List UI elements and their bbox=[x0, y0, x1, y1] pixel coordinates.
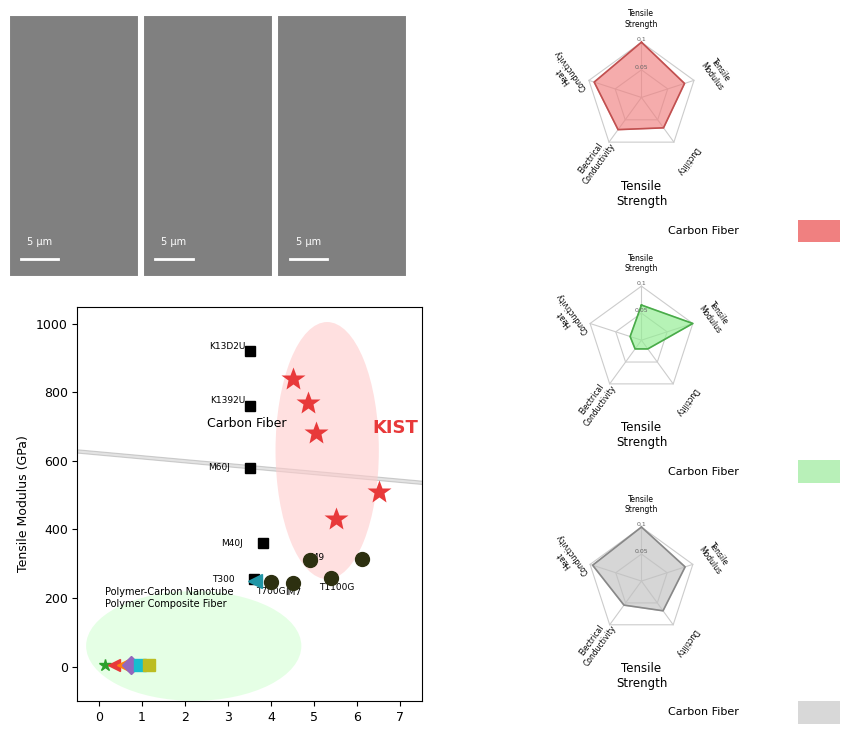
Text: Heat
Conductivity: Heat Conductivity bbox=[547, 532, 591, 583]
FancyBboxPatch shape bbox=[798, 702, 839, 723]
Text: 5 μm: 5 μm bbox=[27, 237, 53, 247]
Text: 0.05: 0.05 bbox=[635, 549, 648, 554]
Text: M60J: M60J bbox=[208, 464, 230, 472]
Text: 0.1: 0.1 bbox=[636, 281, 647, 286]
Text: 0.1: 0.1 bbox=[636, 522, 647, 527]
Ellipse shape bbox=[0, 331, 861, 604]
Text: Heat
Conductivity: Heat Conductivity bbox=[547, 291, 591, 342]
Text: Electrical
Conductivity: Electrical Conductivity bbox=[574, 618, 618, 669]
Text: Heat
Conductivity: Heat Conductivity bbox=[545, 48, 589, 99]
Polygon shape bbox=[592, 527, 685, 611]
Text: Carbon Fiber: Carbon Fiber bbox=[668, 226, 739, 236]
Text: 5 μm: 5 μm bbox=[161, 237, 187, 247]
Y-axis label: Tensile Modulus (GPa): Tensile Modulus (GPa) bbox=[17, 435, 30, 572]
Text: Tensile
Strength: Tensile Strength bbox=[625, 9, 658, 28]
Text: K1392U: K1392U bbox=[210, 396, 245, 405]
Text: K13D2U: K13D2U bbox=[209, 342, 245, 350]
Text: Tensile
Modulus: Tensile Modulus bbox=[699, 55, 734, 92]
FancyBboxPatch shape bbox=[621, 458, 848, 485]
Text: Ductility: Ductility bbox=[673, 627, 700, 659]
Text: Ductility: Ductility bbox=[673, 386, 700, 418]
Polygon shape bbox=[594, 42, 684, 130]
Text: M40J: M40J bbox=[221, 539, 243, 548]
Text: 0.05: 0.05 bbox=[635, 65, 648, 70]
Text: T1100G: T1100G bbox=[319, 583, 355, 592]
Text: Tensile
Strength: Tensile Strength bbox=[616, 180, 667, 208]
Text: Tensile
Strength: Tensile Strength bbox=[625, 254, 658, 273]
Text: Polymer-Carbon Nanotube
Polymer Composite Fiber: Polymer-Carbon Nanotube Polymer Composit… bbox=[105, 587, 234, 609]
Text: Tensile
Strength: Tensile Strength bbox=[616, 421, 667, 449]
Text: Ductility: Ductility bbox=[674, 145, 701, 177]
Text: KIST: KIST bbox=[511, 226, 540, 236]
Ellipse shape bbox=[86, 591, 301, 701]
FancyBboxPatch shape bbox=[621, 217, 848, 245]
Text: T1100G: T1100G bbox=[502, 466, 549, 477]
Text: Carbon Fiber: Carbon Fiber bbox=[668, 707, 739, 718]
FancyBboxPatch shape bbox=[143, 15, 273, 277]
Text: T700G: T700G bbox=[257, 587, 286, 596]
Polygon shape bbox=[630, 305, 693, 349]
Text: 5 μm: 5 μm bbox=[295, 237, 321, 247]
Text: IM9: IM9 bbox=[308, 553, 325, 562]
Text: Tensile
Modulus: Tensile Modulus bbox=[697, 298, 732, 335]
Text: Carbon Fiber: Carbon Fiber bbox=[207, 417, 286, 429]
Text: IM7: IM7 bbox=[285, 588, 300, 597]
Text: T300: T300 bbox=[212, 575, 234, 583]
Ellipse shape bbox=[276, 322, 379, 579]
Text: K40D: K40D bbox=[509, 707, 542, 718]
Text: Carbon Fiber: Carbon Fiber bbox=[668, 466, 739, 477]
Text: Tensile
Strength: Tensile Strength bbox=[625, 495, 658, 514]
Text: Tensile
Modulus: Tensile Modulus bbox=[697, 539, 732, 576]
Text: Electrical
Conductivity: Electrical Conductivity bbox=[574, 377, 618, 428]
FancyBboxPatch shape bbox=[621, 699, 848, 726]
Text: KIST: KIST bbox=[372, 420, 418, 437]
FancyBboxPatch shape bbox=[277, 15, 407, 277]
Text: 0.1: 0.1 bbox=[636, 37, 647, 42]
FancyBboxPatch shape bbox=[798, 220, 839, 242]
Text: Electrical
Conductivity: Electrical Conductivity bbox=[573, 136, 617, 186]
Text: 0.05: 0.05 bbox=[635, 308, 648, 313]
Text: Tensile
Strength: Tensile Strength bbox=[616, 662, 667, 690]
FancyBboxPatch shape bbox=[9, 15, 139, 277]
FancyBboxPatch shape bbox=[798, 461, 839, 483]
